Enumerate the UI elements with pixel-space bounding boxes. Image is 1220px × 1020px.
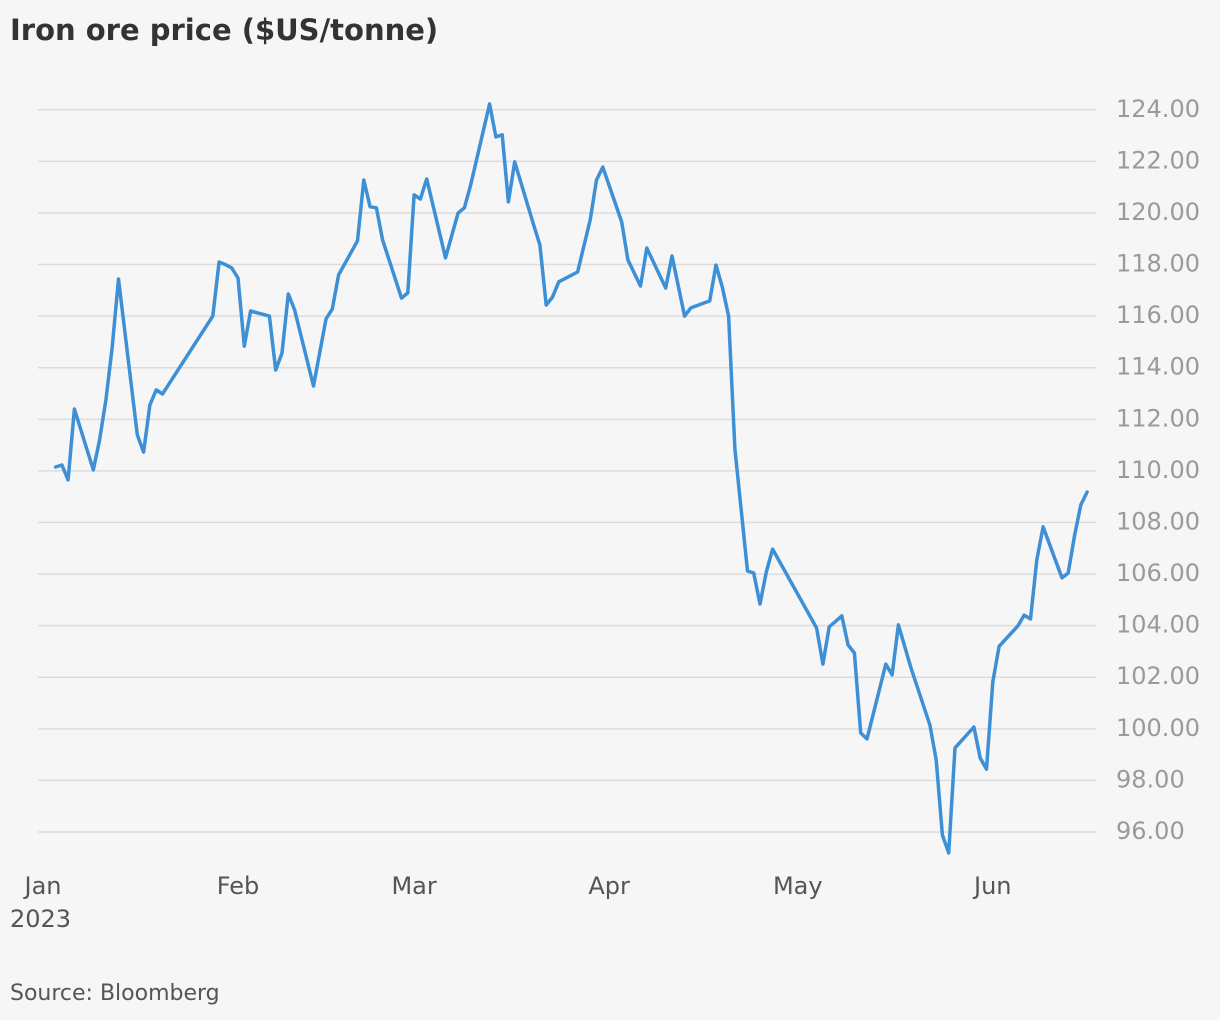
x-tick-label: Jan — [22, 872, 61, 900]
x-tick-label: May — [773, 872, 823, 900]
y-tick-label: 116.00 — [1116, 301, 1200, 329]
x-tick-label: Feb — [217, 872, 260, 900]
x-tick-label: Jun — [972, 872, 1012, 900]
y-tick-label: 114.00 — [1116, 353, 1200, 381]
source: Source: Bloomberg — [10, 981, 220, 1006]
y-tick-label: 112.00 — [1116, 404, 1200, 432]
x-tick-label: Mar — [391, 872, 436, 900]
y-tick-label: 118.00 — [1116, 250, 1200, 278]
y-tick-label: 106.00 — [1116, 559, 1200, 587]
y-tick-label: 108.00 — [1116, 507, 1200, 535]
x-tick-label: Apr — [588, 872, 630, 900]
y-tick-label: 122.00 — [1116, 146, 1200, 174]
x-sublabel: 2023 — [10, 905, 71, 933]
y-tick-label: 124.00 — [1116, 95, 1200, 123]
y-tick-label: 102.00 — [1116, 662, 1200, 690]
y-tick-label: 100.00 — [1116, 714, 1200, 742]
price-line — [53, 102, 1089, 855]
chart-title: Iron ore price ($US/tonne) — [10, 13, 438, 47]
y-tick-label: 96.00 — [1116, 817, 1185, 845]
y-tick-label: 120.00 — [1116, 198, 1200, 226]
y-tick-label: 104.00 — [1116, 611, 1200, 639]
y-tick-label: 98.00 — [1116, 765, 1185, 793]
y-tick-label: 110.00 — [1116, 456, 1200, 484]
